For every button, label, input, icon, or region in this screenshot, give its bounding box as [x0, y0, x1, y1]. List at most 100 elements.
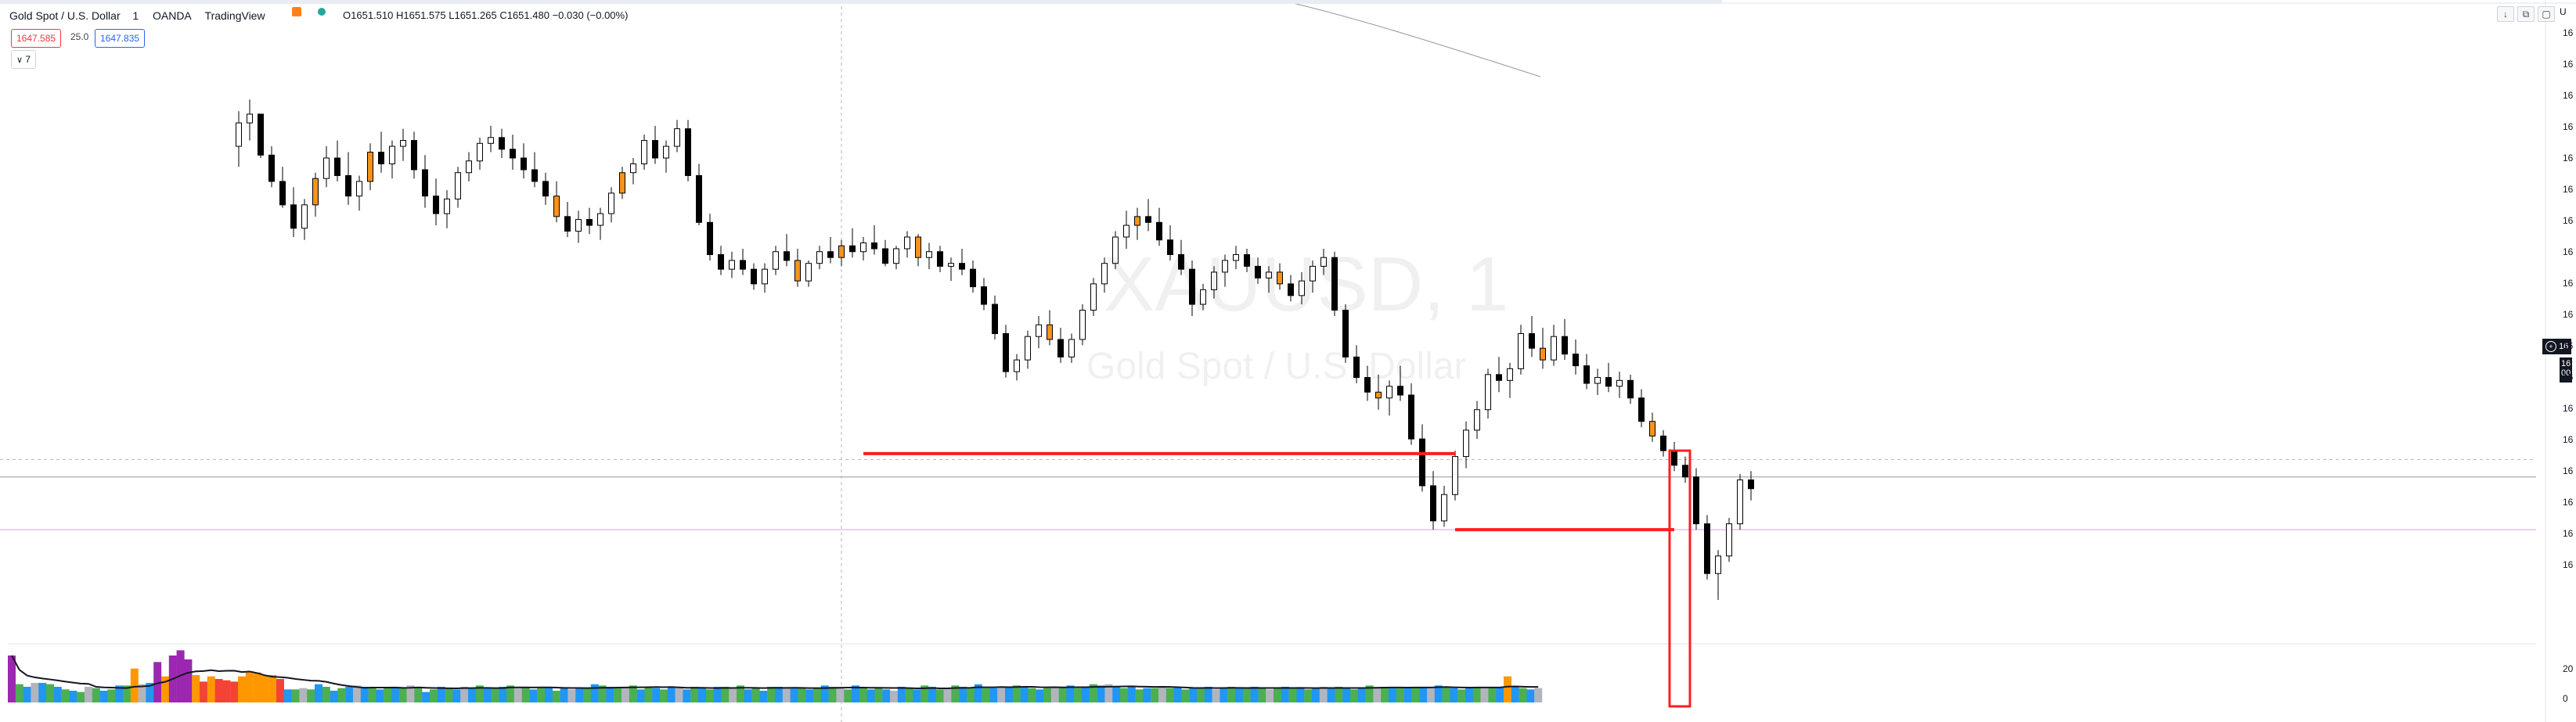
candle-body[interactable] [499, 137, 505, 150]
candle-body[interactable] [411, 140, 417, 171]
candle-body[interactable] [751, 268, 757, 285]
candle-body[interactable] [1266, 271, 1272, 278]
candle-body[interactable] [1036, 324, 1042, 337]
candle-body[interactable] [553, 196, 560, 217]
candle-body[interactable] [1310, 265, 1316, 282]
candle-body[interactable] [1156, 221, 1162, 241]
candle-body[interactable] [1167, 239, 1173, 255]
candle-body[interactable] [915, 236, 921, 258]
candle-body[interactable] [1320, 257, 1327, 267]
candle-body[interactable] [1134, 216, 1140, 226]
candle-body[interactable] [849, 245, 856, 253]
candle-body[interactable] [1364, 377, 1371, 393]
candle-body[interactable] [696, 174, 702, 223]
candle-body[interactable] [1003, 332, 1009, 372]
candle-body[interactable] [1485, 374, 1491, 411]
candle-body[interactable] [652, 140, 658, 159]
candle-body[interactable] [1551, 336, 1557, 361]
restore-icon[interactable]: ⧉ [2517, 6, 2535, 22]
candle-body[interactable] [247, 113, 253, 124]
candle-body[interactable] [1353, 356, 1360, 379]
candle-body[interactable] [707, 221, 713, 255]
candle-body[interactable] [1299, 280, 1305, 296]
candle-body[interactable] [389, 145, 395, 164]
candle-body[interactable] [1057, 339, 1064, 357]
candle-body[interactable] [1529, 332, 1535, 349]
candle-body[interactable] [1441, 494, 1447, 522]
candle-body[interactable] [1047, 324, 1053, 340]
candle-body[interactable] [838, 245, 845, 258]
candle-body[interactable] [1014, 359, 1020, 372]
candle-body[interactable] [510, 149, 516, 159]
candle-body[interactable] [641, 140, 647, 164]
candle-body[interactable] [378, 152, 384, 164]
candle-body[interactable] [630, 163, 636, 174]
buy-button[interactable]: 1647.835 [95, 29, 146, 48]
candle-body[interactable] [805, 263, 812, 282]
candle-body[interactable] [301, 204, 308, 229]
candle-body[interactable] [1496, 374, 1502, 381]
candle-body[interactable] [1638, 397, 1645, 422]
candle-body[interactable] [433, 196, 439, 214]
candle-body[interactable] [784, 251, 790, 261]
candle-body[interactable] [1123, 225, 1129, 238]
candle-body[interactable] [564, 216, 571, 232]
candle-body[interactable] [400, 140, 406, 147]
candle-body[interactable] [367, 152, 373, 182]
maximize-icon[interactable]: ▢ [2538, 6, 2555, 22]
candle-body[interactable] [444, 198, 450, 214]
candle-body[interactable] [477, 142, 483, 162]
candle-body[interactable] [1660, 435, 1666, 451]
candle-body[interactable] [663, 145, 669, 159]
candle-body[interactable] [816, 251, 823, 264]
candle-body[interactable] [1682, 465, 1688, 478]
candle-body[interactable] [729, 260, 735, 270]
candle-body[interactable] [827, 251, 834, 258]
candle-body[interactable] [1583, 365, 1590, 384]
candle-body[interactable] [1331, 257, 1338, 311]
candle-body[interactable] [268, 154, 275, 182]
candle-body[interactable] [1244, 253, 1250, 267]
candle-body[interactable] [959, 263, 965, 270]
candle-body[interactable] [323, 157, 330, 179]
candle-body[interactable] [1090, 283, 1097, 311]
candle-body[interactable] [1507, 368, 1513, 381]
candle-body[interactable] [1540, 347, 1546, 361]
candle-body[interactable] [1397, 386, 1403, 396]
candle-body[interactable] [236, 122, 242, 147]
candle-body[interactable] [1200, 289, 1206, 305]
candle-body[interactable] [1715, 555, 1721, 574]
candle-body[interactable] [1079, 310, 1086, 340]
candle-body[interactable] [312, 178, 319, 206]
candle-body[interactable] [773, 251, 779, 270]
candle-body[interactable] [586, 219, 593, 226]
candle-body[interactable] [893, 248, 899, 264]
candle-body[interactable] [1189, 268, 1195, 305]
candle-body[interactable] [1474, 409, 1480, 431]
candle-body[interactable] [290, 204, 297, 229]
candle-body[interactable] [1452, 456, 1458, 495]
candle-body[interactable] [1649, 421, 1655, 436]
candle-body[interactable] [1748, 480, 1754, 490]
candle-body[interactable] [685, 128, 691, 176]
candle-body[interactable] [1693, 476, 1699, 525]
candle-body[interactable] [345, 174, 351, 197]
candle-body[interactable] [981, 286, 987, 305]
candle-body[interactable] [1737, 480, 1743, 525]
candle-body[interactable] [258, 113, 264, 156]
candle-body[interactable] [904, 236, 910, 250]
candle-body[interactable] [674, 128, 680, 147]
indicators-toggle[interactable]: ∨ 7 [11, 50, 37, 69]
candle-body[interactable] [948, 263, 954, 267]
candle-body[interactable] [1386, 386, 1392, 399]
candle-body[interactable] [597, 213, 603, 226]
candle-body[interactable] [1211, 271, 1217, 290]
red-highlight-box[interactable] [1668, 449, 1692, 708]
candle-body[interactable] [937, 251, 943, 267]
candle-body[interactable] [1704, 523, 1710, 574]
candle-body[interactable] [1463, 429, 1469, 458]
candle-body[interactable] [762, 268, 768, 285]
candle-body[interactable] [542, 181, 549, 197]
